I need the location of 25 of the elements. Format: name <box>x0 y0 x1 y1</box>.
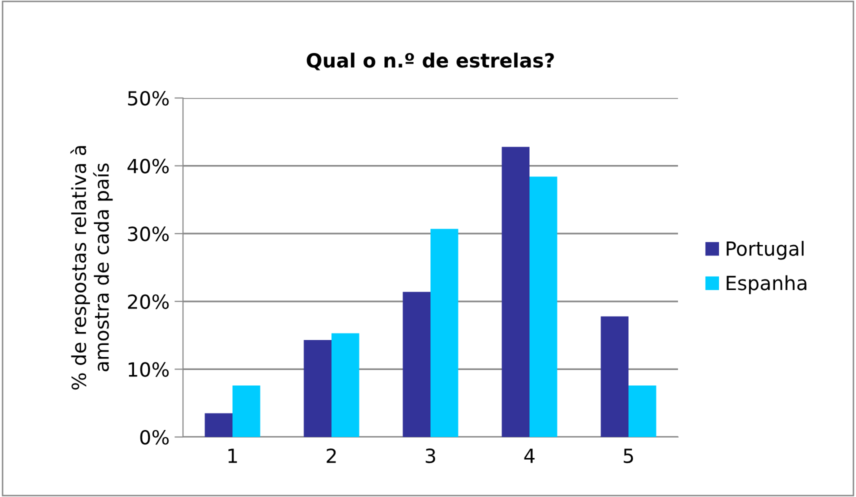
bar <box>304 340 332 437</box>
x-tick-label: 1 <box>228 448 237 463</box>
x-tick-label: 3 <box>426 448 436 464</box>
bar <box>628 385 656 437</box>
legend-label: Espanha <box>726 275 806 294</box>
x-tick-label: 5 <box>624 448 633 464</box>
bar <box>204 413 232 437</box>
bar <box>600 316 628 437</box>
legend-label: Portugal <box>726 240 804 260</box>
bar <box>502 146 530 437</box>
x-tick-label: 4 <box>524 448 535 463</box>
y-tick-label: 10% <box>128 362 169 377</box>
y-tick-label: 0% <box>140 430 169 445</box>
bar <box>430 228 458 437</box>
y-axis-title: % de respostas relativa à amostra de cada país <box>70 146 113 390</box>
y-tick-label: 20% <box>128 294 169 310</box>
y-tick-label: 40% <box>128 158 169 174</box>
y-tick-label: 50% <box>128 90 169 106</box>
bar <box>232 385 260 437</box>
x-tick-label: 2 <box>326 448 336 463</box>
chart-title: Qual o n.º de estrelas? <box>306 52 554 70</box>
bar <box>530 176 558 437</box>
y-tick-label: 30% <box>128 226 169 242</box>
bar <box>402 292 430 437</box>
bar <box>332 333 360 437</box>
